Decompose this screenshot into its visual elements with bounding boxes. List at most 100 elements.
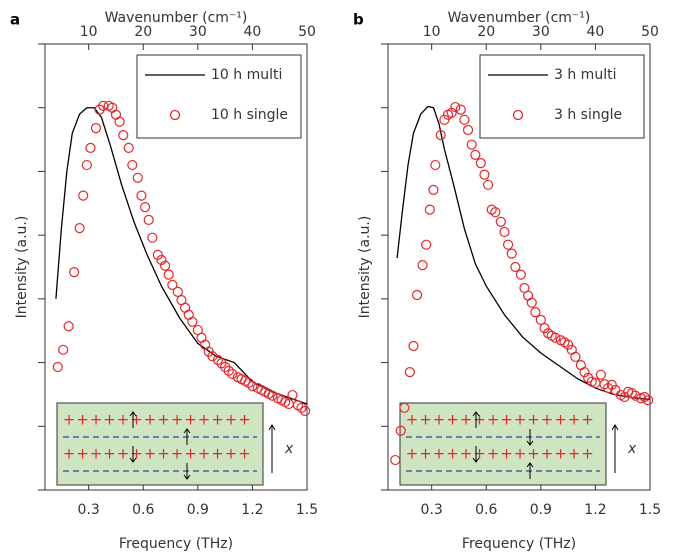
x2-tick-label: 20 [477, 24, 495, 40]
data-point [599, 379, 610, 390]
spin-arrow-head [183, 428, 191, 434]
data-point [450, 101, 461, 113]
x2-tick-label: 30 [189, 24, 207, 40]
plus-charge: + [90, 445, 103, 463]
plus-charge: + [171, 445, 184, 463]
data-point [470, 149, 481, 160]
plus-charge: + [184, 445, 197, 463]
data-point [417, 259, 428, 271]
data-point [610, 384, 621, 396]
x-tick-label: 0.9 [530, 502, 552, 518]
plus-charge: + [238, 445, 251, 463]
data-point [428, 184, 439, 196]
x-tick-label: 0.3 [78, 502, 100, 518]
x2-tick-label: 20 [134, 24, 152, 40]
data-point [515, 269, 526, 280]
plus-charge: + [225, 411, 238, 429]
data-line [396, 105, 651, 401]
plus-charge: + [541, 411, 554, 429]
plus-charge: + [500, 411, 513, 429]
data-point [127, 159, 138, 171]
x2-tick-label: 40 [587, 24, 605, 40]
data-point [216, 358, 227, 369]
x2-tick-label: 10 [423, 24, 441, 40]
data-point [510, 261, 521, 273]
plus-charge: + [473, 445, 486, 463]
x-tick-label: 0.3 [421, 502, 443, 518]
data-point [575, 360, 586, 371]
plus-charge: + [130, 445, 143, 463]
x2-axis-label: Wavenumber (cm⁻¹) [105, 10, 248, 26]
data-line [55, 107, 308, 405]
x-direction-head [611, 424, 619, 431]
data-point [479, 169, 490, 180]
plus-charge: + [198, 445, 211, 463]
data-point [495, 216, 506, 227]
data-point [506, 248, 517, 259]
data-point [490, 207, 501, 218]
x2-tick-label: 30 [532, 24, 550, 40]
data-point [243, 377, 254, 389]
spin-arrow-head [472, 411, 480, 417]
plus-charge: + [581, 445, 594, 463]
plus-charge: + [568, 411, 581, 429]
x-tick-label: 1.5 [296, 502, 318, 518]
data-point [466, 139, 477, 150]
plus-charge: + [117, 445, 130, 463]
data-point [606, 379, 617, 390]
spin-arrow-head [129, 457, 137, 463]
legend-box [479, 54, 645, 139]
plus-charge: + [406, 445, 419, 463]
data-point [300, 405, 311, 417]
data-point [163, 269, 174, 280]
data-point [227, 368, 238, 380]
data-point [179, 302, 191, 313]
data-point [539, 323, 550, 334]
plot-frame [44, 43, 308, 491]
data-point [603, 382, 614, 394]
legend-swatch [512, 109, 524, 121]
data-point [94, 104, 105, 115]
data-point [390, 454, 401, 466]
plus-charge: + [171, 411, 184, 429]
data-point [446, 107, 457, 118]
legend-box [136, 54, 302, 139]
data-point [58, 344, 69, 355]
plus-charge: + [568, 445, 581, 463]
spin-arrow-head [472, 457, 480, 463]
plus-charge: + [144, 445, 157, 463]
plus-charge: + [90, 411, 103, 429]
plus-charge: + [406, 411, 419, 429]
plus-charge: + [63, 411, 76, 429]
plus-charge: + [514, 445, 527, 463]
plus-charge: + [157, 411, 170, 429]
data-point [579, 367, 590, 378]
plus-charge: + [76, 445, 89, 463]
data-point [530, 307, 541, 318]
data-point [52, 361, 63, 373]
data-point [435, 130, 446, 141]
data-point [639, 391, 650, 403]
data-point [183, 309, 194, 320]
plus-charge: + [211, 445, 224, 463]
plus-charge: + [103, 445, 116, 463]
data-point [152, 249, 163, 260]
data-point [85, 142, 96, 153]
plus-charge: + [446, 445, 459, 463]
data-point [550, 332, 561, 343]
data-point [395, 425, 406, 436]
plus-charge: + [527, 445, 540, 463]
data-point [421, 239, 432, 250]
x2-tick-label: 50 [298, 24, 316, 40]
data-point [412, 289, 423, 301]
data-point [63, 321, 74, 332]
data-point [81, 159, 92, 171]
data-point [78, 190, 89, 201]
data-point [156, 254, 167, 266]
legend-label: 3 h multi [554, 67, 616, 83]
plus-charge: + [433, 411, 446, 429]
data-point [136, 190, 147, 201]
data-point [114, 116, 125, 127]
data-point [196, 332, 207, 343]
